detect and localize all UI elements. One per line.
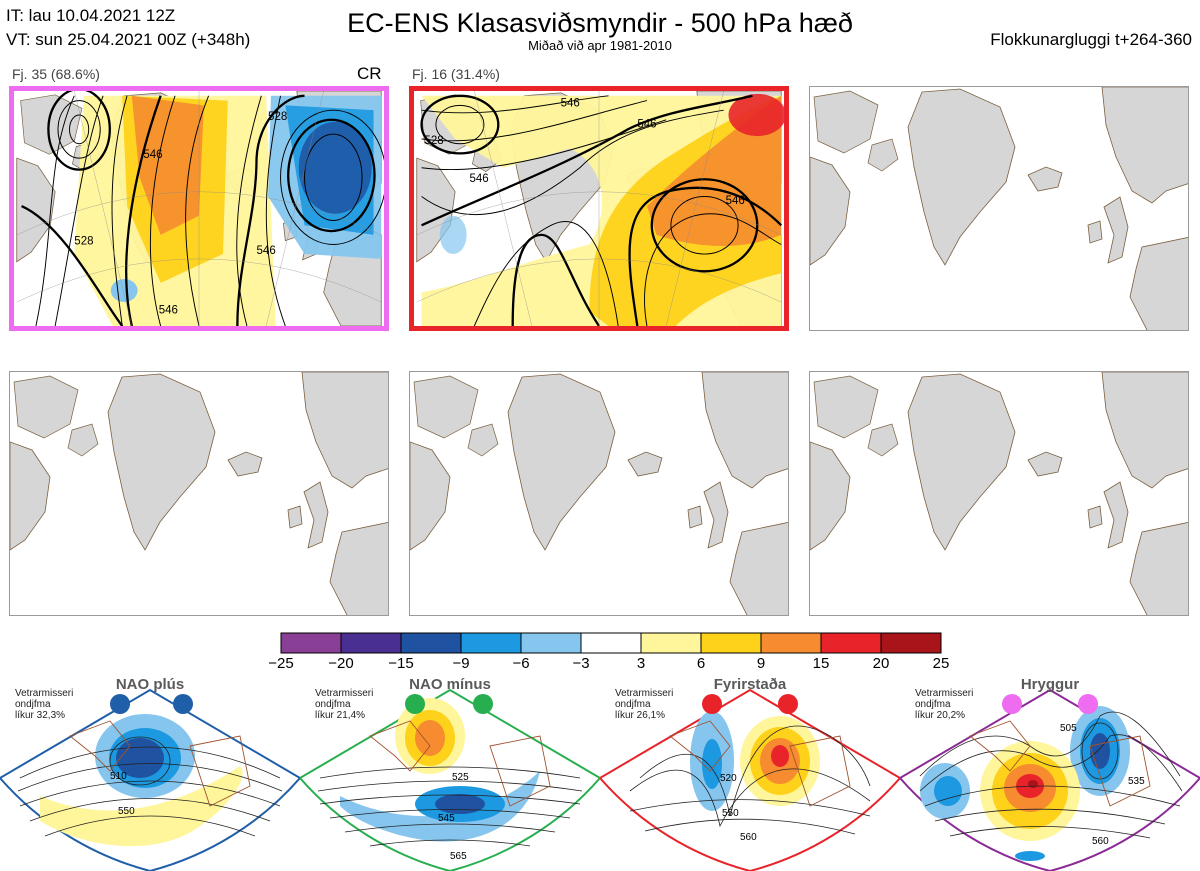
contour-label: 528	[424, 135, 443, 147]
contour-label: 525	[452, 772, 469, 783]
contour-label: 520	[720, 773, 737, 784]
colorbar-tick: −3	[572, 655, 590, 672]
colorbar-tick: 3	[636, 655, 646, 672]
regime-ridge: 505 535 560 Hryggur Vetrarmisseri ondjfma…	[900, 676, 1200, 871]
contour-label: 505	[1060, 723, 1077, 734]
classification-window: Flokkunargluggi t+264-360	[990, 30, 1192, 49]
colorbar-cell	[280, 632, 342, 654]
regime-dot	[405, 694, 425, 714]
regime-dot	[473, 694, 493, 714]
cluster-1-label: Fj. 35 (68.6%)	[12, 66, 100, 82]
cluster-2-map: 546 528 546 546 546	[409, 86, 789, 331]
colorbar-tick: 15	[812, 655, 830, 672]
contour-label: 546	[726, 195, 745, 207]
regime-dot	[702, 694, 722, 714]
contour-label: 528	[268, 111, 287, 123]
init-time: IT: lau 10.04.2021 12Z	[6, 6, 176, 25]
contour-label: 546	[159, 305, 178, 317]
colorbar-cell	[760, 632, 822, 654]
colorbar-tick: −15	[388, 655, 414, 672]
contour-label: 550	[118, 806, 135, 817]
anomaly-small-blue	[110, 279, 138, 303]
colorbar-tick: 9	[756, 655, 766, 672]
page-title: EC-ENS Klasasviðsmyndir - 500 hPa hæð	[347, 8, 853, 38]
contour-label: 528	[74, 235, 93, 247]
regime-name: Fyrirstaða	[713, 676, 787, 693]
colorbar-cell	[880, 632, 942, 654]
contour-label: 510	[110, 771, 127, 782]
cluster-6-map-empty	[809, 371, 1189, 616]
anomaly-red	[728, 93, 784, 137]
anomaly-small-blue	[439, 215, 467, 255]
regime-name: NAO mínus	[409, 676, 491, 693]
regime-blocking: 520 550 560 Fyrirstaða Vetrarmisseri ondj…	[600, 676, 900, 871]
colorbar	[280, 632, 942, 654]
colorbar-tick: 20	[872, 655, 890, 672]
colorbar-cell	[820, 632, 882, 654]
regime-name: Hryggur	[1020, 676, 1080, 693]
colorbar-cell	[580, 632, 642, 654]
colorbar-tick: −20	[328, 655, 354, 672]
colorbar-tick: 25	[932, 655, 950, 672]
colorbar-cell	[520, 632, 582, 654]
cluster-4-map-empty	[9, 371, 389, 616]
colorbar-tick: 6	[696, 655, 706, 672]
regime-dot	[110, 694, 130, 714]
run-info: IT: lau 10.04.2021 12Z VT: sun 25.04.202…	[6, 4, 250, 52]
contour-label: 560	[740, 832, 757, 843]
valid-time: VT: sun 25.04.2021 00Z (+348h)	[6, 30, 251, 49]
colorbar-tick: −6	[512, 655, 530, 672]
regime-nao-minus: 525 545 565 NAO mínus Vetrarmisseri ondjf…	[300, 676, 600, 871]
contour-label: 565	[450, 851, 467, 862]
page-subtitle: Miðað við apr 1981-2010	[528, 38, 672, 53]
cluster-2-label: Fj. 16 (31.4%)	[412, 66, 500, 82]
contour-label: 560	[1092, 836, 1109, 847]
colorbar-cell	[640, 632, 702, 654]
cluster-5-map-empty	[409, 371, 789, 616]
regime-note: Vetrarmisseri ondjfma líkur 32,3%	[15, 688, 74, 721]
cluster-3-map-empty	[809, 86, 1189, 331]
colorbar-cell	[340, 632, 402, 654]
cluster-1-map: 546 528 546 546 528	[9, 86, 389, 331]
cluster-1-regime-tag: CR	[357, 64, 382, 83]
contour-label: 535	[1128, 776, 1145, 787]
contour-label: 546	[470, 173, 489, 185]
colorbar-cell	[400, 632, 462, 654]
contour-label: 546	[637, 118, 656, 130]
colorbar-cell	[460, 632, 522, 654]
regime-dot	[173, 694, 193, 714]
regime-dot	[1078, 694, 1098, 714]
anomaly-dark-blue	[298, 121, 372, 214]
regime-note: Vetrarmisseri ondjfma líkur 21,4%	[315, 688, 374, 721]
contour-label: 546	[143, 149, 162, 161]
contour-label: 546	[257, 245, 276, 257]
regime-note: Vetrarmisseri ondjfma líkur 26,1%	[615, 688, 674, 721]
regime-nao-plus: 510 550 NAO plús Vetrarmisseri ondjfma lík…	[0, 676, 300, 871]
colorbar-tick: −9	[452, 655, 470, 672]
colorbar-tick: −25	[268, 655, 294, 672]
contour-label: 545	[438, 813, 455, 824]
contour-label: 546	[561, 97, 580, 109]
regime-dot	[1002, 694, 1022, 714]
colorbar-ticks: −25 −20 −15 −9 −6 −3 3 6 9 15 20 25	[0, 655, 1200, 675]
contour-label: 550	[722, 808, 739, 819]
regime-dot	[778, 694, 798, 714]
colorbar-cell	[700, 632, 762, 654]
regime-name: NAO plús	[115, 676, 185, 693]
regime-note: Vetrarmisseri ondjfma líkur 20,2%	[915, 688, 974, 721]
